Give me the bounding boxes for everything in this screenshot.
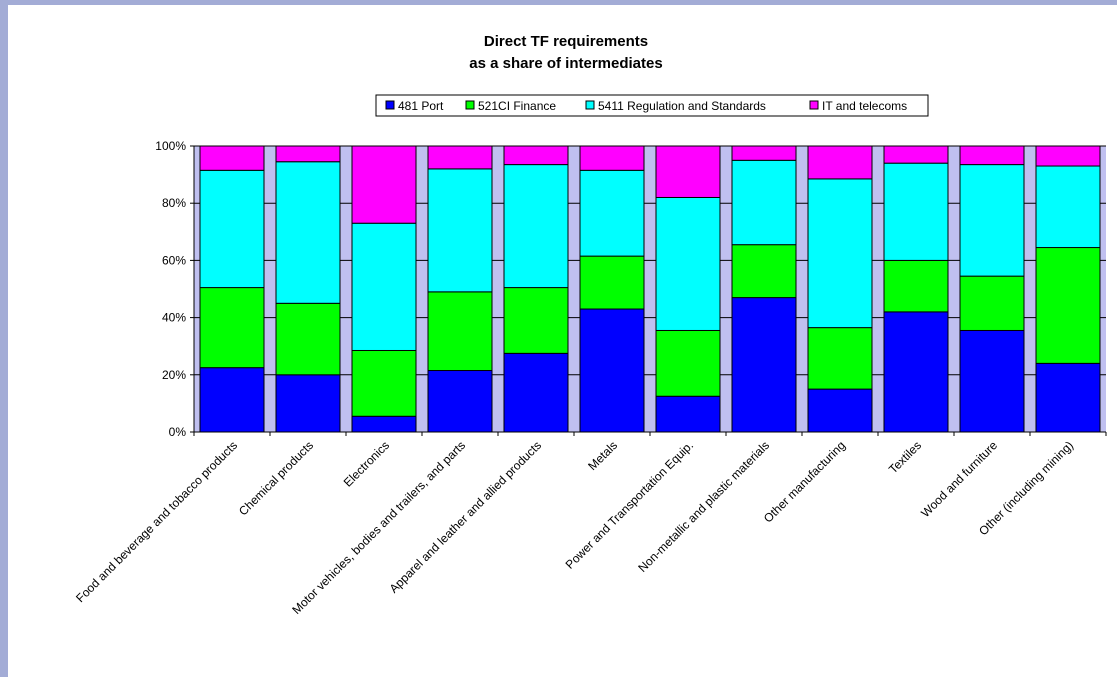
bar-segment [959, 145, 1025, 166]
legend-swatch [465, 100, 475, 110]
bar-segment [275, 161, 341, 304]
legend: 481 Port 521CI Finance 5411 Regulation and… [375, 94, 929, 117]
bar-segment [731, 244, 797, 299]
bar-segment [427, 370, 493, 433]
bar-segment [731, 297, 797, 433]
x-category-label: Apparel and leather and allied products [387, 438, 545, 596]
bar-segment [959, 275, 1025, 331]
bar-segment [199, 367, 265, 433]
bar-segment [351, 415, 417, 433]
bar-segment [807, 178, 873, 329]
bar-segment [199, 287, 265, 369]
y-tick-label: 60% [162, 253, 186, 267]
bar-segment [579, 308, 645, 433]
bar-segment [427, 145, 493, 170]
x-category-label: Motor vehicles, bodies and trailers, and… [289, 438, 468, 617]
y-tick-label: 20% [162, 368, 186, 382]
bar-segment [1035, 247, 1101, 364]
bar-segment [579, 145, 645, 171]
bar-segment [275, 145, 341, 163]
chart-title: Direct TF requirements [484, 33, 648, 50]
bar-segment [883, 259, 949, 313]
bar-segment [731, 159, 797, 246]
y-tick-label: 80% [162, 196, 186, 210]
bar-segment [959, 329, 1025, 433]
x-category-label: Electronics [341, 438, 392, 489]
bar-segment [503, 287, 569, 354]
bar-segment [199, 145, 265, 171]
bar-segment [199, 169, 265, 289]
bar-segment [275, 374, 341, 433]
bar-segment [579, 255, 645, 310]
bar-segment [427, 168, 493, 293]
legend-label: IT and telecoms [822, 99, 907, 113]
legend-label: 521CI Finance [478, 99, 556, 113]
bar-segment [503, 352, 569, 433]
bar-segment [655, 145, 721, 198]
x-category-label: Power and Transportation Equip. [563, 438, 696, 571]
y-tick-label: 100% [155, 139, 186, 153]
bar-segment [1035, 145, 1101, 167]
y-tick-label: 40% [162, 311, 186, 325]
x-category-label: Food and beverage and tobacco products [73, 438, 240, 605]
bar-segment [427, 291, 493, 372]
plot-background [194, 146, 1106, 432]
x-category-label: Chemical products [236, 438, 316, 518]
x-category-label: Wood and furniture [918, 438, 1000, 520]
plot-area: 0% 20% 40% 60% 80% 100% Food and beverage and … [73, 139, 1107, 617]
bar-segment [503, 164, 569, 289]
bar-segment [351, 222, 417, 351]
legend-swatch [585, 100, 595, 110]
legend-box [375, 94, 929, 117]
bar-segment [655, 395, 721, 433]
x-category-label: Textiles [886, 438, 924, 476]
bar-segment [959, 164, 1025, 277]
bar-segment [807, 145, 873, 180]
bar-segment [1035, 362, 1101, 433]
legend-label: 481 Port [398, 99, 444, 113]
bar-segment [275, 302, 341, 376]
x-category-label: Other manufacturing [761, 438, 848, 525]
bar-segment [655, 196, 721, 331]
bar-segment [883, 145, 949, 164]
y-tick-label: 0% [169, 425, 187, 439]
chart-subtitle: as a share of intermediates [469, 55, 662, 72]
bar-segment [883, 311, 949, 433]
legend-swatch [809, 100, 819, 110]
bar-segment [883, 162, 949, 261]
x-category-label: Metals [585, 438, 620, 473]
bar-segment [1035, 165, 1101, 249]
legend-swatch [385, 100, 395, 110]
bar-segment [655, 329, 721, 397]
bar-segment [351, 349, 417, 417]
bar-segment [807, 327, 873, 390]
bar-segment [503, 145, 569, 166]
bar-segment [351, 145, 417, 224]
bar-segment [579, 169, 645, 257]
bar-segment [807, 388, 873, 433]
legend-label: 5411 Regulation and Standards [598, 99, 766, 113]
x-category-label: Non-metallic and plastic materials [635, 438, 772, 575]
bar-segment [731, 145, 797, 161]
